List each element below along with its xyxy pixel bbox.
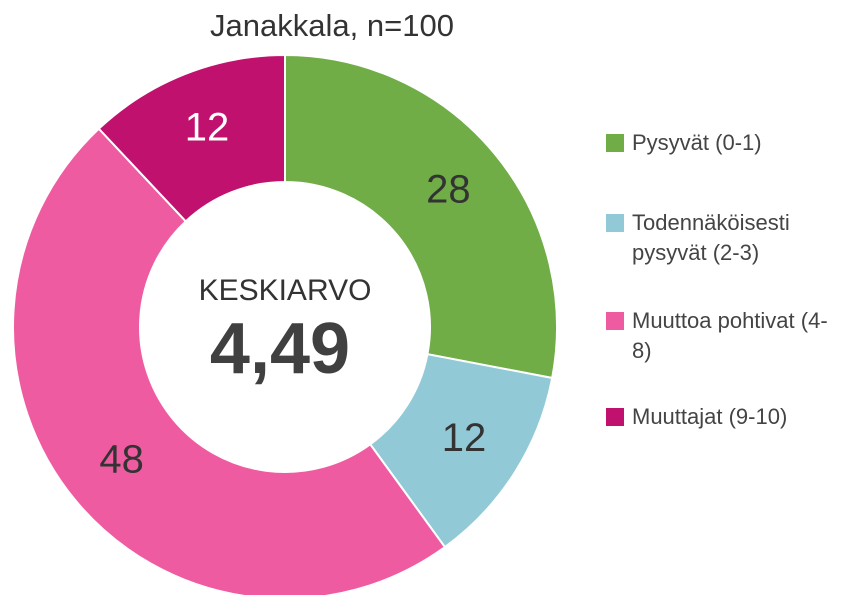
center-label: KESKIARVO [199,274,372,307]
data-label: 12 [185,105,230,149]
slice [12,127,447,595]
data-label: 28 [426,167,471,211]
legend-label: Muuttoa pohtivat (4-8) [632,308,828,363]
data-label: 48 [99,438,144,482]
legend-item: Todennäköisesti pysyvät (2-3) [606,208,842,268]
data-label: 12 [442,416,487,460]
slice [97,53,286,223]
legend-item: Muuttajat (9-10) [606,402,842,432]
legend-swatch [606,408,624,426]
center-value: 4,49 [210,309,350,389]
legend-label: Muuttajat (9-10) [632,404,788,429]
legend-item: Muuttoa pohtivat (4-8) [606,306,842,366]
slice [284,53,558,380]
slices [12,53,558,595]
legend-label: Todennäköisesti pysyvät (2-3) [632,210,790,265]
legend-swatch [606,214,624,232]
chart-title: Janakkala, n=100 [210,8,454,43]
legend-item: Pysyvät (0-1) [606,128,842,158]
legend-swatch [606,312,624,330]
legend-label: Pysyvät (0-1) [632,130,762,155]
legend: Pysyvät (0-1) Todennäköisesti pysyvät (2-… [606,128,842,432]
legend-swatch [606,134,624,152]
